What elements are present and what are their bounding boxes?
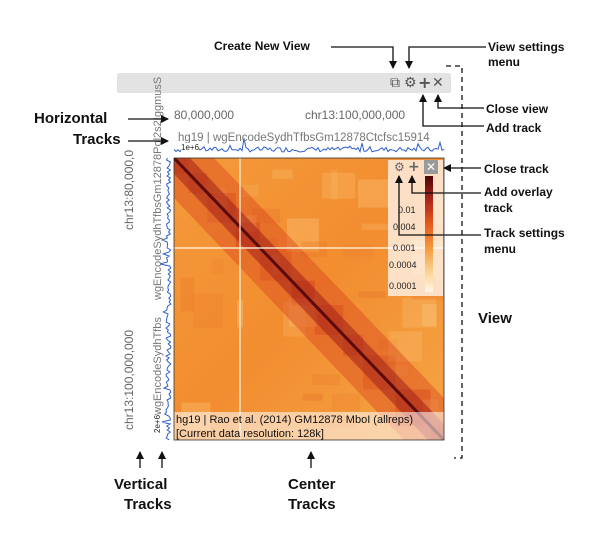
heatmap-texture-block: [402, 298, 437, 328]
annotation-track-settings-2: menu: [484, 242, 517, 256]
heatmap-texture-block: [361, 223, 394, 231]
colorbar-tick-1: 0.01: [398, 205, 416, 215]
horizontal-track[interactable]: [174, 122, 444, 156]
heatmap-texture-block: [358, 291, 386, 299]
vertical-track[interactable]: [150, 157, 174, 441]
track-close-icon[interactable]: ✕: [424, 160, 439, 174]
heatmap-texture-block: [421, 304, 437, 327]
heatmap-texture-block: [301, 241, 328, 258]
copy-icon[interactable]: ⧉: [390, 75, 400, 91]
heatmap-texture-block: [211, 259, 224, 274]
colorbar-tick-5: 0.0001: [389, 281, 417, 291]
center-track-title: hg19 | Rao et al. (2014) GM12878 MboI (a…: [176, 414, 414, 426]
plus-icon[interactable]: +: [418, 73, 432, 92]
track-plus-icon[interactable]: +: [408, 159, 420, 175]
heatmap-texture-block: [322, 172, 356, 199]
horizontal-track-signal: [174, 138, 444, 154]
heatmap-texture-block: [251, 208, 281, 224]
annotation-vertical-tracks-2: Tracks: [124, 496, 172, 513]
arrow-create-new-view: [331, 46, 397, 69]
view-boundary: [446, 65, 463, 459]
heatmap-texture-block: [358, 179, 390, 208]
heatmap-texture-block: [287, 218, 319, 252]
arrow-close-view: [434, 94, 484, 109]
view-header-bar: [117, 73, 451, 93]
annotation-create-new-view: Create New View: [214, 39, 310, 53]
heatmap-svg: [174, 158, 444, 440]
heatmap-texture-block: [302, 393, 323, 401]
heatmap-texture-block: [242, 184, 259, 197]
heatmap-diagonal: [174, 158, 444, 440]
annotation-center-tracks-1: Center: [288, 476, 336, 493]
annotation-close-view: Close view: [486, 102, 549, 116]
annotation-close-track: Close track: [484, 162, 549, 176]
track-gear-icon[interactable]: ⚙: [394, 160, 405, 174]
heatmap-texture-block: [283, 302, 306, 337]
annotation-vertical-tracks-1: Vertical: [114, 476, 168, 493]
horizontal-track-label: hg19 | wgEncodeSydhTfbsGm12878Ctcfsc1591…: [178, 132, 430, 144]
heatmap-texture-block: [331, 393, 360, 411]
heatmap-frame: [173, 157, 445, 441]
annotation-view-settings-2: menu: [488, 55, 521, 69]
horizontal-track-scale: 1e+6: [181, 143, 200, 152]
annotation-horizontal-tracks-2: Tracks: [73, 131, 121, 148]
annotation-view: View: [478, 310, 512, 327]
heatmap-texture-block: [377, 339, 399, 351]
heatmap-texture-block: [388, 331, 423, 362]
heatmap-texture-block: [180, 277, 195, 312]
annotation-add-track: Add track: [486, 121, 542, 135]
annotation-add-overlay-2: track: [484, 201, 513, 215]
colorbar-tick-2: 0.004: [393, 222, 416, 232]
heatmap-texture-block: [331, 170, 338, 200]
annotation-horizontal-tracks-1: Horizontal: [34, 110, 108, 127]
colorbar-gradient: [425, 176, 433, 292]
arrow-add-overlay: [408, 175, 481, 194]
annotation-center-tracks-2: Tracks: [288, 496, 336, 513]
annotation-add-overlay-1: Add overlay: [484, 185, 553, 199]
top-axis-tick-2: chr13:100,000,000: [305, 108, 406, 122]
top-axis-tick-1: 80,000,000: [174, 108, 235, 122]
heatmap-texture-block: [193, 293, 223, 329]
annotation-track-settings-1: Track settings: [484, 226, 565, 240]
annotation-view-settings-1: View settings: [488, 40, 565, 54]
heatmap-texture-block: [272, 169, 293, 179]
arrow-view-settings: [405, 46, 486, 69]
heatmap-texture-block: [312, 374, 340, 385]
arrow-track-settings: [395, 175, 481, 236]
close-icon[interactable]: ✕: [432, 75, 444, 91]
vertical-track-signal: [159, 157, 172, 441]
center-heatmap[interactable]: [174, 158, 444, 440]
colorbar-tick-3: 0.001: [393, 243, 416, 253]
center-track-resolution: [Current data resolution: 128k]: [176, 428, 324, 440]
center-track-info-bg: [174, 412, 444, 442]
arrow-add-track: [419, 94, 484, 127]
gear-icon[interactable]: ⚙: [404, 75, 417, 91]
colorbar-tick-4: 0.0004: [389, 260, 417, 270]
